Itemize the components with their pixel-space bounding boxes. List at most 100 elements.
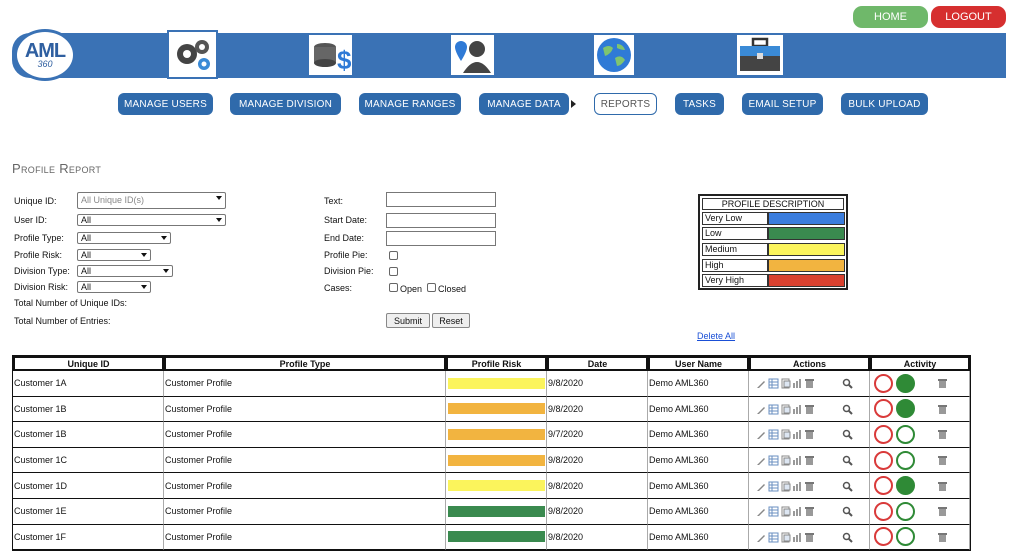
search-icon[interactable] — [842, 481, 853, 492]
pencil-icon[interactable] — [756, 404, 766, 414]
bar-chart-icon[interactable] — [792, 378, 802, 389]
menu-manage-data[interactable]: MANAGE DATA — [479, 93, 569, 115]
activity-red-circle-icon[interactable] — [874, 424, 893, 444]
search-icon[interactable] — [842, 455, 853, 466]
menu-bulk-upload[interactable]: BULK UPLOAD — [841, 93, 928, 115]
pencil-icon[interactable] — [756, 506, 766, 517]
activity-green-circle-icon[interactable] — [896, 399, 915, 419]
spreadsheet-icon[interactable] — [768, 481, 779, 492]
activity-red-circle-icon[interactable] — [874, 501, 893, 521]
delete-all-link[interactable]: Delete All — [697, 331, 736, 341]
activity-green-circle-icon[interactable] — [896, 476, 915, 496]
spreadsheet-icon[interactable] — [768, 532, 779, 543]
activity-red-circle-icon[interactable] — [874, 373, 893, 393]
activity-green-circle-icon[interactable] — [896, 527, 915, 547]
col-unique-id[interactable]: Unique ID — [13, 356, 164, 371]
menu-reports[interactable]: REPORTS — [594, 93, 657, 115]
col-profile-risk[interactable]: Profile Risk — [446, 356, 547, 371]
activity-green-circle-icon[interactable] — [896, 501, 915, 521]
logout-button[interactable]: LOGOUT — [931, 6, 1006, 28]
bar-chart-icon[interactable] — [792, 455, 802, 466]
pencil-icon[interactable] — [756, 481, 766, 491]
activity-red-circle-icon[interactable] — [874, 527, 893, 547]
menu-email-setup[interactable]: EMAIL SETUP — [742, 93, 823, 115]
search-icon[interactable] — [842, 532, 853, 543]
trash-icon[interactable] — [804, 378, 814, 389]
search-icon[interactable] — [842, 506, 853, 517]
document-icon[interactable] — [780, 481, 791, 492]
division-risk-select[interactable]: All — [77, 281, 151, 293]
trash-icon[interactable] — [937, 532, 947, 542]
bar-chart-icon[interactable] — [792, 429, 802, 440]
trash-icon[interactable] — [804, 532, 814, 542]
document-icon[interactable] — [780, 532, 791, 543]
activity-red-circle-icon[interactable] — [874, 399, 893, 419]
trash-icon[interactable] — [937, 455, 947, 466]
activity-green-circle-icon[interactable] — [896, 373, 915, 393]
user-id-select[interactable]: All — [77, 214, 226, 226]
menu-manage-ranges[interactable]: MANAGE RANGES — [359, 93, 461, 115]
trash-icon[interactable] — [804, 404, 814, 414]
document-icon[interactable] — [780, 404, 791, 415]
search-icon[interactable] — [842, 378, 853, 390]
trash-icon[interactable] — [804, 429, 814, 440]
document-icon[interactable] — [780, 429, 791, 440]
profile-risk-select[interactable]: All — [77, 249, 151, 261]
trash-icon[interactable] — [937, 378, 947, 389]
spreadsheet-icon[interactable] — [768, 378, 779, 389]
bar-chart-icon[interactable] — [792, 481, 802, 491]
pencil-icon[interactable] — [756, 429, 766, 440]
reset-button[interactable]: Reset — [432, 313, 470, 328]
coins-dollar-icon[interactable]: $ — [309, 35, 352, 75]
division-type-select[interactable]: All — [77, 265, 173, 277]
trash-icon[interactable] — [804, 481, 814, 491]
spreadsheet-icon[interactable] — [768, 506, 779, 517]
text-input[interactable] — [386, 192, 496, 207]
briefcase-icon[interactable] — [737, 35, 783, 75]
gears-icon[interactable] — [167, 30, 218, 79]
col-date[interactable]: Date — [547, 356, 648, 371]
document-icon[interactable] — [780, 506, 791, 517]
pencil-icon[interactable] — [756, 455, 766, 466]
pencil-icon[interactable] — [756, 532, 766, 542]
activity-red-circle-icon[interactable] — [874, 476, 893, 496]
profile-pie-checkbox[interactable] — [389, 251, 398, 260]
document-icon[interactable] — [780, 455, 791, 466]
cases-open-checkbox[interactable] — [389, 283, 398, 292]
home-button[interactable]: HOME — [853, 6, 928, 28]
trash-icon[interactable] — [804, 455, 814, 466]
submit-button[interactable]: Submit — [386, 313, 430, 328]
activity-green-circle-icon[interactable] — [896, 450, 915, 470]
trash-icon[interactable] — [937, 506, 947, 517]
spreadsheet-icon[interactable] — [768, 404, 779, 415]
menu-manage-division[interactable]: MANAGE DIVISION — [230, 93, 341, 115]
end-date-input[interactable] — [386, 231, 496, 246]
profile-type-select[interactable]: All — [77, 232, 171, 244]
col-profile-type[interactable]: Profile Type — [164, 356, 446, 371]
activity-red-circle-icon[interactable] — [874, 450, 893, 470]
bar-chart-icon[interactable] — [792, 404, 802, 414]
search-icon[interactable] — [842, 404, 853, 415]
spreadsheet-icon[interactable] — [768, 455, 779, 466]
menu-tasks[interactable]: TASKS — [675, 93, 724, 115]
map-pin-person-icon[interactable] — [451, 35, 494, 75]
unique-id-select[interactable]: All Unique ID(s) — [77, 192, 226, 209]
bar-chart-icon[interactable] — [792, 532, 802, 542]
col-user-name[interactable]: User Name — [648, 356, 749, 371]
spreadsheet-icon[interactable] — [768, 429, 779, 440]
cases-closed-checkbox[interactable] — [427, 283, 436, 292]
pencil-icon[interactable] — [756, 378, 766, 389]
bar-chart-icon[interactable] — [792, 506, 802, 517]
trash-icon[interactable] — [937, 481, 947, 491]
aml360-logo[interactable]: AML 360 — [14, 29, 76, 81]
trash-icon[interactable] — [804, 506, 814, 517]
search-icon[interactable] — [842, 429, 853, 441]
trash-icon[interactable] — [937, 404, 947, 414]
division-pie-checkbox[interactable] — [389, 267, 398, 276]
document-icon[interactable] — [780, 378, 791, 389]
activity-green-circle-icon[interactable] — [896, 424, 915, 444]
globe-icon[interactable] — [594, 35, 634, 75]
start-date-input[interactable] — [386, 213, 496, 228]
trash-icon[interactable] — [937, 429, 947, 440]
menu-manage-users[interactable]: MANAGE USERS — [118, 93, 213, 115]
